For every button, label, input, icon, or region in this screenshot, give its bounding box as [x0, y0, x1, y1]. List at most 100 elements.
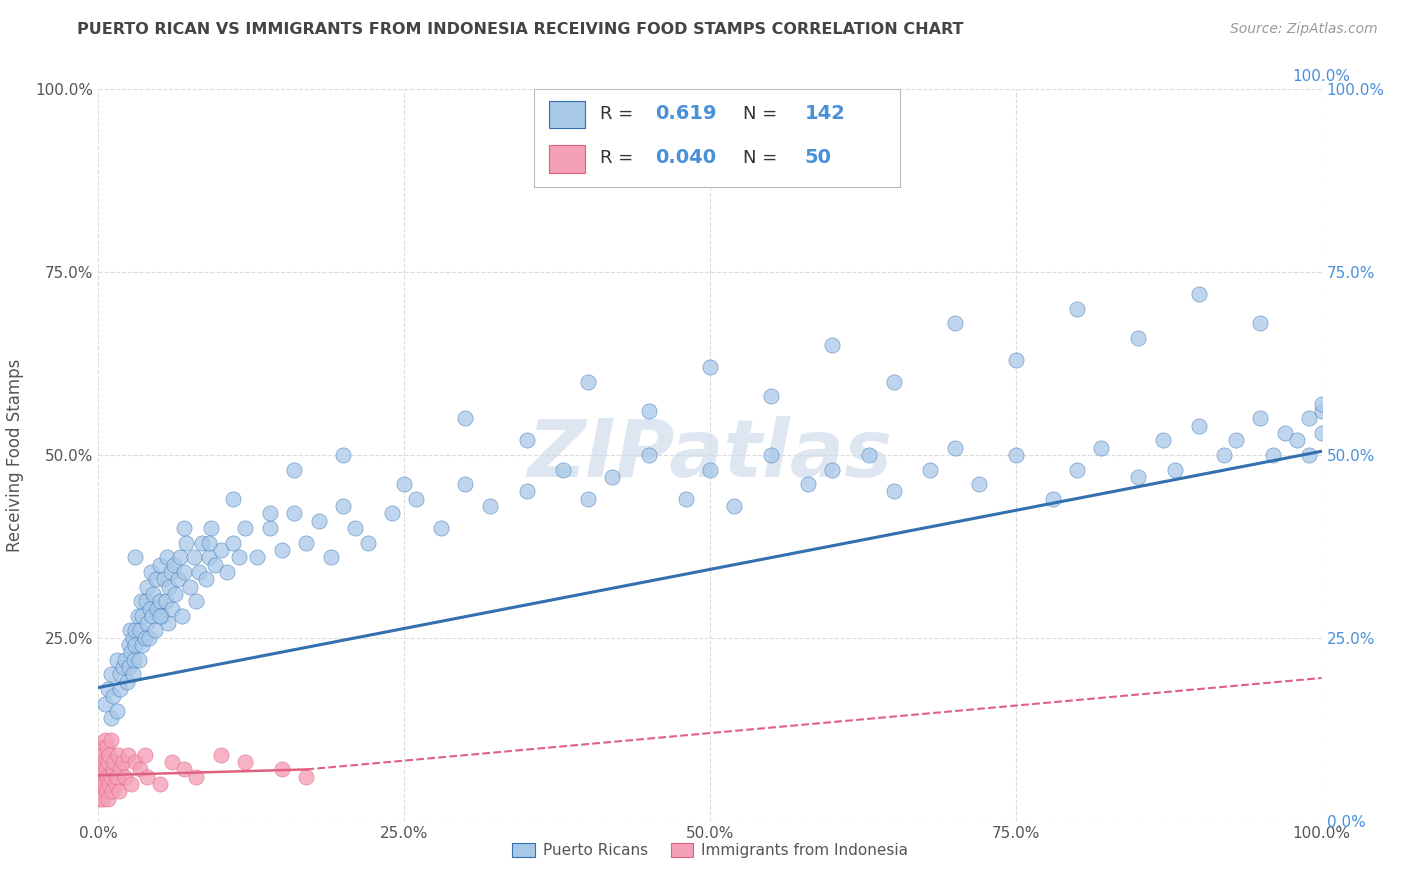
- Point: [797, 477, 820, 491]
- Point: [270, 763, 294, 777]
- Point: [124, 755, 146, 769]
- Point: [1225, 434, 1247, 448]
- Point: [142, 587, 165, 601]
- Point: [153, 572, 176, 586]
- Point: [101, 690, 124, 704]
- Point: [93, 697, 115, 711]
- Point: [173, 763, 195, 777]
- Point: [1261, 448, 1284, 462]
- Point: [131, 608, 153, 623]
- Point: [96, 770, 118, 784]
- Point: [920, 462, 942, 476]
- Text: R =: R =: [600, 104, 640, 123]
- Point: [149, 608, 172, 623]
- Point: [821, 338, 844, 352]
- Point: [110, 681, 132, 696]
- Point: [138, 631, 160, 645]
- Point: [157, 580, 180, 594]
- Point: [761, 448, 783, 462]
- Point: [120, 645, 142, 659]
- Point: [87, 784, 110, 798]
- Point: [98, 747, 121, 762]
- Text: Source: ZipAtlas.com: Source: ZipAtlas.com: [1230, 22, 1378, 37]
- Point: [120, 777, 142, 791]
- Point: [117, 747, 139, 762]
- Point: [356, 535, 378, 549]
- Point: [1188, 418, 1211, 433]
- Point: [344, 521, 367, 535]
- Point: [170, 608, 193, 623]
- Point: [121, 631, 143, 645]
- Point: [124, 638, 146, 652]
- Point: [222, 491, 245, 506]
- Point: [97, 755, 120, 769]
- Point: [114, 770, 136, 784]
- Point: [191, 535, 214, 549]
- Point: [110, 667, 132, 681]
- Point: [1310, 425, 1333, 440]
- Point: [149, 777, 172, 791]
- Point: [1164, 462, 1187, 476]
- Point: [1042, 491, 1064, 506]
- Point: [121, 667, 143, 681]
- Point: [118, 638, 141, 652]
- Point: [308, 514, 330, 528]
- Point: [122, 653, 145, 667]
- Point: [699, 360, 721, 375]
- Point: [186, 594, 208, 608]
- Point: [165, 587, 187, 601]
- Point: [160, 601, 183, 615]
- Point: [100, 770, 122, 784]
- Point: [1249, 316, 1271, 330]
- Point: [93, 755, 115, 769]
- Point: [163, 558, 186, 572]
- Point: [176, 535, 198, 549]
- Point: [139, 601, 162, 615]
- Point: [675, 491, 697, 506]
- Point: [1066, 301, 1088, 316]
- Point: [124, 624, 146, 638]
- Point: [120, 624, 142, 638]
- Point: [107, 747, 129, 762]
- Point: [139, 565, 162, 579]
- Point: [135, 594, 157, 608]
- Point: [145, 572, 167, 586]
- Point: [967, 477, 990, 491]
- Point: [127, 608, 149, 623]
- Point: [134, 747, 156, 762]
- Point: [222, 535, 245, 549]
- Point: [93, 777, 115, 791]
- Point: [1152, 434, 1174, 448]
- Text: 0.619: 0.619: [655, 104, 717, 123]
- Point: [100, 733, 122, 747]
- Point: [105, 770, 128, 784]
- Point: [1128, 331, 1150, 345]
- Point: [167, 572, 190, 586]
- Point: [87, 747, 110, 762]
- Point: [600, 470, 623, 484]
- Point: [96, 740, 118, 755]
- Point: [136, 770, 159, 784]
- Point: [94, 784, 117, 798]
- Point: [197, 535, 219, 549]
- Point: [883, 484, 905, 499]
- Point: [98, 777, 121, 791]
- Text: N =: N =: [742, 104, 783, 123]
- Point: [1004, 352, 1026, 367]
- Point: [160, 755, 183, 769]
- Point: [553, 462, 575, 476]
- Point: [108, 784, 131, 798]
- Point: [209, 543, 232, 558]
- Point: [143, 624, 166, 638]
- Point: [637, 404, 661, 418]
- Point: [186, 770, 208, 784]
- Point: [246, 550, 269, 565]
- Point: [228, 550, 250, 565]
- Point: [233, 755, 256, 769]
- Point: [381, 507, 404, 521]
- Point: [159, 565, 181, 579]
- Point: [89, 770, 111, 784]
- Point: [89, 791, 111, 805]
- Point: [943, 316, 966, 330]
- Point: [197, 550, 219, 565]
